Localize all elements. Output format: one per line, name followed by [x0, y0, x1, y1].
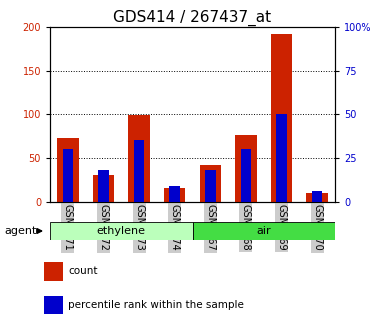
Bar [44, 262, 63, 281]
Bar [57, 138, 79, 202]
Bar [306, 193, 328, 202]
Bar [276, 114, 287, 202]
Text: air: air [256, 226, 271, 236]
Text: GSM8467: GSM8467 [205, 204, 215, 251]
Bar [128, 115, 150, 202]
Bar [312, 191, 323, 202]
Text: GSM8472: GSM8472 [99, 204, 109, 251]
Bar [271, 34, 292, 202]
Bar [44, 296, 63, 314]
Bar [199, 165, 221, 202]
Text: ethylene: ethylene [97, 226, 146, 236]
Text: GSM8473: GSM8473 [134, 204, 144, 251]
Bar [169, 186, 180, 202]
Bar [192, 222, 335, 240]
Bar [98, 170, 109, 202]
Bar [62, 149, 73, 202]
Bar [241, 149, 251, 202]
Text: GSM8474: GSM8474 [170, 204, 180, 251]
Bar [134, 140, 144, 202]
Bar [93, 175, 114, 202]
Text: agent: agent [4, 226, 36, 236]
Bar [235, 135, 257, 202]
Text: GSM8468: GSM8468 [241, 204, 251, 251]
Bar [205, 170, 216, 202]
Bar [50, 222, 192, 240]
Text: count: count [68, 266, 97, 277]
Text: percentile rank within the sample: percentile rank within the sample [68, 300, 244, 310]
Text: GSM8471: GSM8471 [63, 204, 73, 251]
Title: GDS414 / 267437_at: GDS414 / 267437_at [114, 9, 271, 26]
Text: GSM8469: GSM8469 [276, 204, 286, 251]
Text: GSM8470: GSM8470 [312, 204, 322, 251]
Bar [164, 187, 186, 202]
